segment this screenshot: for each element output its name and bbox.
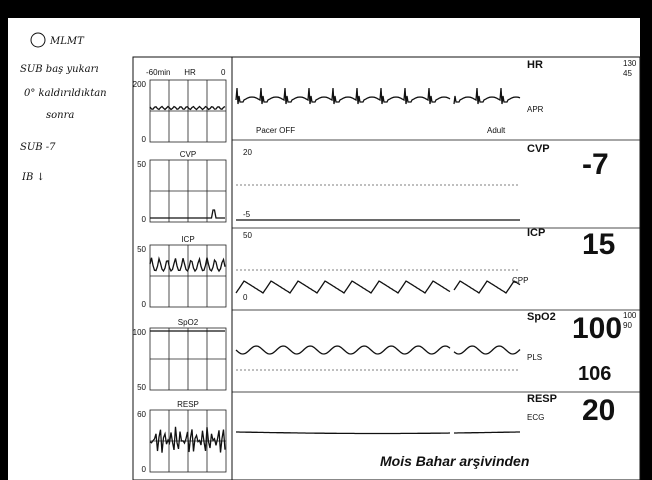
trend-min: 0 — [142, 465, 147, 474]
param-label: CVP — [527, 143, 550, 155]
note: MLMT — [49, 36, 85, 47]
param-label: RESP — [527, 393, 557, 405]
trend-min: 0 — [142, 135, 147, 144]
param-label: HR — [527, 59, 543, 71]
watermark: Mois Bahar arşivinden — [380, 453, 529, 469]
param-value: 100 — [572, 312, 622, 345]
trend-label: CVP — [180, 150, 196, 159]
trend-label: SpO2 — [178, 318, 199, 327]
note: IB ↓ — [21, 172, 45, 183]
trend-min: 0 — [142, 215, 147, 224]
param-value: -7 — [582, 148, 609, 181]
alarm-low: 90 — [623, 321, 632, 330]
param-label: ICP — [527, 227, 545, 239]
mode: Adult — [487, 126, 506, 135]
scale: 50 — [243, 231, 252, 240]
trend-label: ICP — [181, 235, 194, 244]
wave-label: CPP — [512, 276, 528, 285]
page: MLMT SUB baş yukarı 0° kaldırıldıktan so… — [0, 0, 652, 480]
note: 0° kaldırıldıktan — [24, 88, 107, 99]
param-value: 20 — [582, 394, 615, 427]
scale: 0 — [243, 293, 248, 302]
wave-label: ECG — [527, 413, 544, 422]
note: SUB baş yukarı — [20, 64, 99, 75]
scale: 20 — [243, 148, 252, 157]
note: SUB -7 — [20, 142, 56, 153]
trend-max: 50 — [137, 245, 146, 254]
pulse: 106 — [578, 363, 611, 385]
trend-max: 100 — [133, 328, 147, 337]
alarm-low: 45 — [623, 69, 632, 78]
apr: APR — [527, 105, 544, 114]
alarm-high: 130 — [623, 59, 637, 68]
param-value: 15 — [582, 228, 615, 261]
trend-max: 60 — [137, 410, 146, 419]
trend-end: 0 — [221, 68, 226, 77]
trend-time: -60min — [146, 68, 170, 77]
monitor-printout: MLMT SUB baş yukarı 0° kaldırıldıktan so… — [0, 0, 652, 480]
trend-max: 200 — [133, 80, 147, 89]
pacer: Pacer OFF — [256, 126, 295, 135]
param-label: SpO2 — [527, 311, 556, 323]
trend-label: HR — [184, 68, 196, 77]
wave-label: PLS — [527, 353, 542, 362]
scale: -5 — [243, 210, 251, 219]
trend-label: RESP — [177, 400, 199, 409]
trend-min: 50 — [137, 383, 146, 392]
alarm-high: 100 — [623, 311, 637, 320]
note: sonra — [46, 110, 74, 121]
trend-min: 0 — [142, 300, 147, 309]
trend-max: 50 — [137, 160, 146, 169]
